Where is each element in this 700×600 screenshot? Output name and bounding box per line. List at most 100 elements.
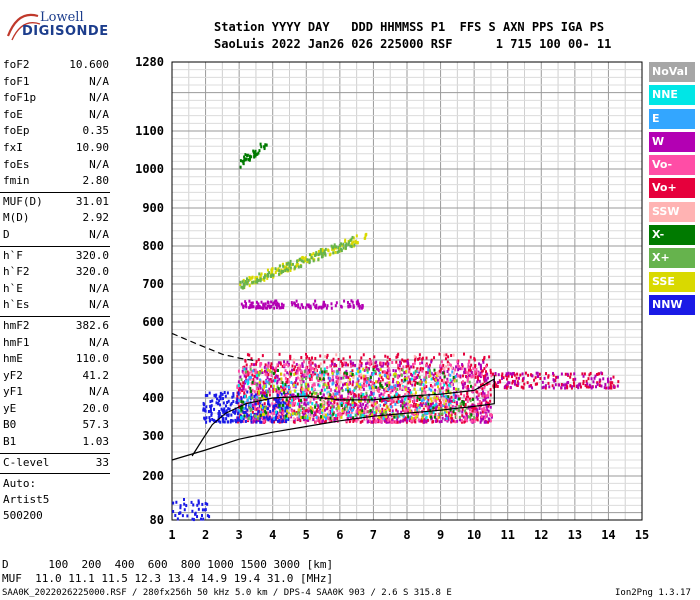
echo-point [309, 391, 312, 395]
echo-point [374, 369, 377, 373]
echo-point [248, 154, 251, 158]
echo-point [414, 408, 417, 412]
echo-point [385, 411, 388, 415]
echo-point [339, 380, 342, 384]
echo-point [295, 299, 298, 303]
echo-point [336, 250, 339, 254]
echo-point [344, 246, 347, 250]
echo-point [251, 373, 254, 377]
echo-point [225, 409, 228, 413]
echo-point [259, 384, 262, 388]
echo-point [320, 255, 323, 259]
echo-point [322, 412, 325, 416]
echo-point [197, 499, 200, 503]
echo-point [267, 402, 270, 406]
echo-point [266, 390, 269, 394]
echo-point [181, 514, 184, 518]
echo-point [433, 356, 436, 360]
echo-point [405, 392, 408, 396]
echo-point [530, 384, 533, 388]
echo-point [375, 385, 378, 389]
echo-point [473, 357, 476, 361]
echo-point [327, 416, 330, 420]
echo-point [305, 392, 308, 396]
echo-point [573, 372, 576, 376]
echo-point [306, 260, 309, 264]
param-value: 10.90 [75, 140, 109, 154]
echo-point [277, 415, 280, 419]
echo-point [280, 388, 283, 392]
echo-point [474, 365, 477, 369]
echo-point [241, 415, 244, 419]
echo-point [327, 410, 330, 414]
echo-point [293, 403, 296, 407]
echo-point [420, 419, 423, 423]
echo-point [385, 387, 388, 391]
echo-point [433, 392, 436, 396]
echo-point [416, 369, 419, 373]
echo-point [484, 378, 487, 382]
echo-point [461, 410, 464, 414]
echo-point [228, 407, 231, 411]
echo-point [439, 364, 442, 368]
param-row: yF2 41.2 [0, 369, 112, 386]
echo-point [273, 397, 276, 401]
echo-point [478, 400, 481, 404]
echo-point [321, 247, 324, 251]
echo-point [367, 377, 370, 381]
echo-point [428, 363, 431, 367]
echo-point [305, 356, 308, 360]
echo-point [273, 420, 276, 424]
echo-point [309, 304, 312, 308]
echo-point [337, 249, 340, 253]
logo-swoosh-icon [6, 13, 41, 41]
echo-point [254, 399, 257, 403]
echo-point [448, 363, 451, 367]
echo-point [287, 364, 290, 368]
echo-point [465, 419, 468, 423]
echo-point [341, 407, 344, 411]
echo-point [556, 375, 559, 379]
echo-point [300, 264, 303, 268]
echo-point [265, 379, 268, 383]
echo-point [409, 409, 412, 413]
echo-point [439, 379, 442, 383]
echo-point [569, 372, 572, 376]
echo-point [291, 409, 294, 413]
echo-point [359, 369, 362, 373]
echo-point [430, 415, 433, 419]
echo-point [331, 362, 334, 366]
echo-point [282, 306, 285, 310]
echo-point [481, 382, 484, 386]
echo-point [322, 418, 325, 422]
echo-point [351, 408, 354, 412]
echo-point [179, 504, 182, 508]
echo-point [456, 419, 459, 423]
echo-point [480, 407, 483, 411]
echo-point [270, 274, 273, 278]
echo-point [347, 305, 350, 309]
echo-point [250, 420, 253, 424]
echo-point [337, 370, 340, 374]
echo-point [448, 397, 451, 401]
echo-point [596, 382, 599, 386]
echo-point [284, 406, 287, 410]
echo-point [244, 281, 247, 285]
echo-point [289, 413, 292, 417]
echo-point [417, 408, 420, 412]
echo-point [352, 380, 355, 384]
param-row: B1 1.03 [0, 435, 112, 452]
echo-point [366, 361, 369, 365]
echo-point [239, 420, 242, 424]
echo-point [244, 406, 247, 410]
echo-point [364, 399, 367, 403]
echo-point [455, 387, 458, 391]
echo-point [417, 418, 420, 422]
echo-point [289, 357, 292, 361]
echo-point [421, 390, 424, 394]
echo-point [361, 305, 364, 309]
echo-point [395, 393, 398, 397]
echo-point [305, 403, 308, 407]
echo-point [315, 391, 318, 395]
echo-point [358, 410, 361, 414]
